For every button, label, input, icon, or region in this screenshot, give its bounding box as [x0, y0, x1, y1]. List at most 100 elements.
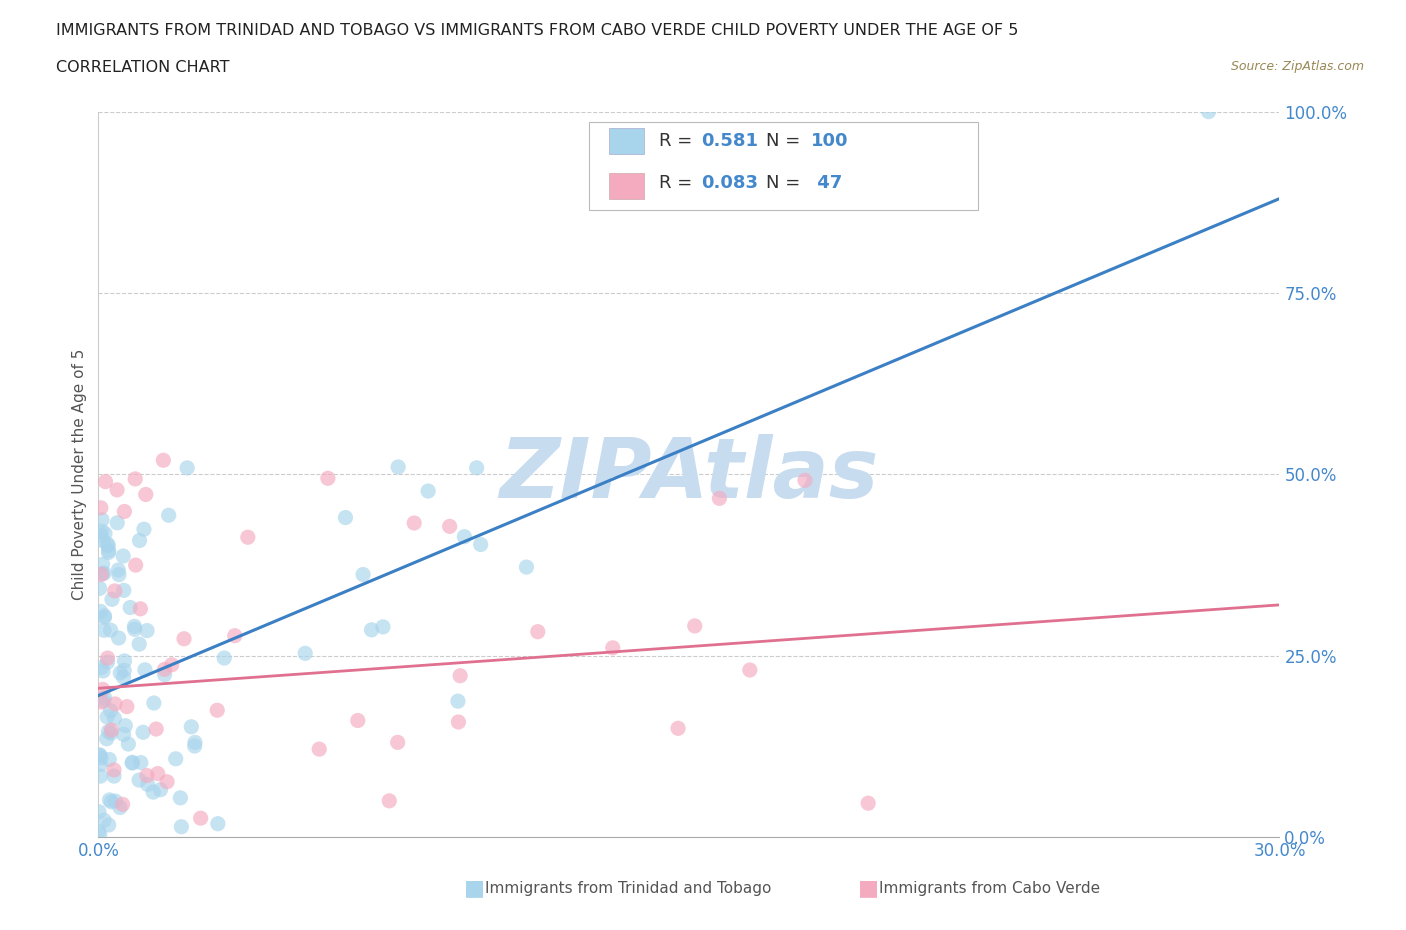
Point	[108, 567, 131, 582]
Point	[93, 610, 115, 625]
Point	[738, 662, 761, 677]
Point	[160, 658, 183, 672]
Text: 47: 47	[811, 174, 842, 192]
Y-axis label: Child Poverty Under the Age of 5: Child Poverty Under the Age of 5	[72, 349, 87, 600]
Point	[132, 724, 155, 739]
Point	[97, 724, 120, 739]
Point	[89, 581, 111, 596]
Point	[94, 474, 117, 489]
Point	[96, 655, 118, 670]
Point	[447, 714, 470, 729]
Point	[121, 755, 143, 770]
Point	[97, 543, 120, 558]
Point	[794, 473, 817, 488]
Point	[124, 619, 146, 634]
Point	[112, 504, 135, 519]
Point	[180, 719, 202, 734]
Point	[108, 800, 131, 815]
Point	[170, 819, 193, 834]
Point	[136, 768, 159, 783]
Point	[90, 567, 112, 582]
Point	[91, 663, 114, 678]
Point	[142, 696, 165, 711]
Point	[527, 624, 550, 639]
Point	[90, 500, 112, 515]
Point	[136, 777, 159, 791]
Point	[387, 735, 409, 750]
Point	[335, 511, 357, 525]
Point	[205, 703, 228, 718]
Point	[418, 484, 440, 498]
Point	[190, 811, 212, 826]
Point	[602, 641, 624, 656]
Point	[165, 751, 187, 766]
Point	[90, 604, 112, 618]
Point	[683, 618, 706, 633]
Point	[114, 654, 136, 669]
Bar	[609, 128, 644, 153]
Point	[352, 567, 374, 582]
Text: ZIPAtlas: ZIPAtlas	[499, 433, 879, 515]
Point	[128, 773, 150, 788]
Point	[157, 508, 180, 523]
Point	[465, 460, 488, 475]
Point	[97, 817, 120, 832]
Text: Source: ZipAtlas.com: Source: ZipAtlas.com	[1230, 60, 1364, 73]
Point	[128, 533, 150, 548]
Point	[103, 711, 125, 725]
Point	[132, 522, 155, 537]
Point	[112, 549, 135, 564]
Point	[111, 797, 134, 812]
Point	[91, 682, 114, 697]
Point	[153, 662, 176, 677]
Point	[97, 538, 120, 553]
Point	[91, 512, 114, 527]
Text: ■: ■	[464, 878, 485, 898]
Point	[93, 690, 115, 705]
Point	[447, 694, 470, 709]
Point	[308, 742, 330, 757]
Point	[90, 524, 112, 538]
Text: CORRELATION CHART: CORRELATION CHART	[56, 60, 229, 75]
Point	[184, 735, 207, 750]
Point	[120, 600, 142, 615]
Point	[100, 794, 122, 809]
Point	[97, 537, 120, 551]
Point	[107, 631, 129, 645]
Point	[93, 813, 115, 828]
Point	[371, 619, 394, 634]
Point	[212, 651, 235, 666]
Point	[145, 722, 167, 737]
Point	[104, 583, 127, 598]
Point	[128, 637, 150, 652]
Point	[142, 785, 165, 800]
Point	[121, 755, 143, 770]
Point	[100, 725, 122, 740]
Point	[93, 608, 115, 623]
Point	[112, 670, 135, 684]
Text: 0.581: 0.581	[700, 132, 758, 150]
Point	[666, 721, 689, 736]
Point	[110, 666, 132, 681]
Text: Immigrants from Cabo Verde: Immigrants from Cabo Verde	[879, 881, 1099, 896]
Point	[89, 828, 111, 843]
Text: N =: N =	[766, 132, 806, 150]
Point	[100, 723, 122, 737]
Point	[129, 602, 152, 617]
Point	[91, 566, 114, 581]
Point	[183, 738, 205, 753]
Point	[96, 651, 118, 666]
Text: Immigrants from Trinidad and Tobago: Immigrants from Trinidad and Tobago	[485, 881, 772, 896]
Point	[224, 629, 246, 644]
Point	[90, 769, 112, 784]
Point	[112, 583, 135, 598]
Point	[91, 557, 114, 572]
Point	[98, 792, 121, 807]
Point	[207, 817, 229, 831]
Point	[453, 529, 475, 544]
Point	[93, 623, 115, 638]
Point	[94, 526, 117, 541]
Point	[93, 693, 115, 708]
Point	[515, 560, 537, 575]
Point	[136, 623, 159, 638]
